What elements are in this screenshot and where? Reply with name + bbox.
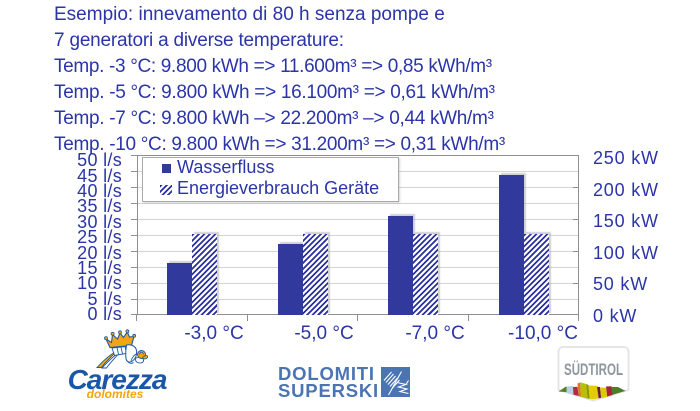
- svg-text:SÜDTIROL: SÜDTIROL: [564, 360, 623, 379]
